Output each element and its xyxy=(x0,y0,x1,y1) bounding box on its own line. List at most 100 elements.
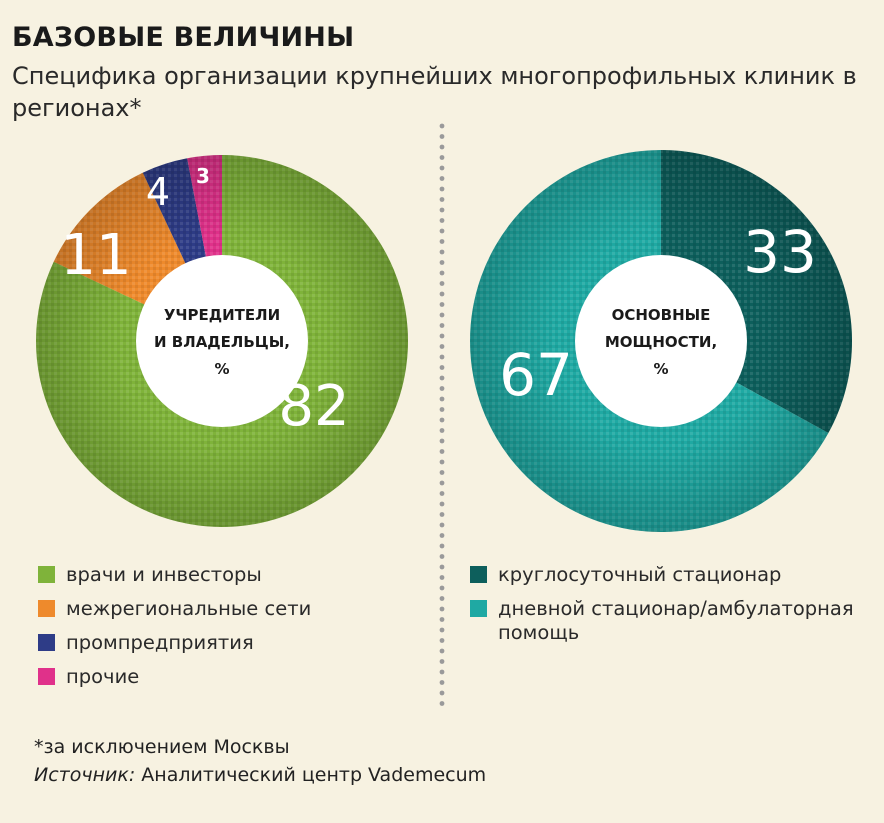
divider-dot xyxy=(439,407,445,412)
chart-title: БАЗОВЫЕ ВЕЛИЧИНЫ xyxy=(12,22,355,53)
divider-dot xyxy=(439,302,445,307)
center-label-capacity-2: МОЩНОСТИ, xyxy=(605,333,717,351)
legend-label: межрегиональные сети xyxy=(66,597,312,620)
divider-dot xyxy=(439,585,445,591)
divider-dot xyxy=(439,186,445,192)
legend-founders: врачи и инвесторы межрегиональные сети про… xyxy=(38,563,311,699)
donut-hole-founders xyxy=(136,255,308,427)
center-label-founders-3: % xyxy=(214,360,229,378)
value-label-founders-3: 4 xyxy=(146,170,170,214)
donut-hole-capacity xyxy=(575,255,747,427)
legend-swatch xyxy=(470,600,487,617)
legend-swatch xyxy=(38,634,55,651)
legend-swatch xyxy=(38,668,55,685)
source-label: Источник: xyxy=(34,764,136,786)
divider-dot xyxy=(439,249,445,255)
divider-dot xyxy=(439,417,445,423)
value-label-founders-2: 11 xyxy=(60,223,131,288)
divider-dot xyxy=(439,543,445,549)
divider-dot xyxy=(439,449,445,454)
legend-label: врачи и инвесторы xyxy=(66,563,262,586)
divider-dot xyxy=(439,344,445,349)
divider-dot xyxy=(439,239,445,244)
divider-dot xyxy=(439,134,445,139)
divider-dot xyxy=(439,554,445,559)
divider-dot xyxy=(439,575,445,580)
divider-dot xyxy=(439,617,445,622)
divider-dot xyxy=(439,144,445,150)
legend-item: промпредприятия xyxy=(38,631,311,655)
divider-dot xyxy=(439,480,445,486)
divider-dot xyxy=(439,680,445,685)
chart-subtitle: Специфика организации крупнейших многопр… xyxy=(12,62,857,122)
divider-dot xyxy=(439,207,445,213)
divider-dot xyxy=(439,596,445,601)
footnote: *за исключением Москвы xyxy=(34,736,290,758)
divider-dot xyxy=(439,260,445,265)
legend-label: прочие xyxy=(66,665,140,688)
legend-item: врачи и инвесторы xyxy=(38,563,311,587)
divider-dot xyxy=(439,522,445,528)
center-label-founders-1: УЧРЕДИТЕЛИ xyxy=(164,306,280,324)
divider-dot xyxy=(439,333,445,339)
divider-dot xyxy=(439,533,445,538)
divider-dot xyxy=(439,197,445,202)
divider-dot xyxy=(439,396,445,402)
divider-dot xyxy=(439,638,445,643)
center-label-capacity-1: ОСНОВНЫЕ xyxy=(612,306,711,324)
legend-item: межрегиональные сети xyxy=(38,597,311,621)
center-label-founders-2: И ВЛАДЕЛЬЦЫ, xyxy=(154,333,290,351)
divider-dot xyxy=(439,155,445,160)
divider-dot xyxy=(439,459,445,465)
legend-label: круглосуточный стационар xyxy=(498,563,782,586)
divider-dots xyxy=(439,123,445,706)
legend-item: дневной стационар/амбулаторная помощь xyxy=(470,597,878,645)
value-label-founders-1: 82 xyxy=(278,374,349,439)
legend-swatch xyxy=(470,566,487,583)
divider-dot xyxy=(439,375,445,381)
donut-founders: УЧРЕДИТЕЛИ И ВЛАДЕЛЬЦЫ,% 82 11 4 3 xyxy=(35,155,408,527)
divider-dot xyxy=(439,428,445,433)
center-label-capacity-3: % xyxy=(653,360,668,378)
divider-dot xyxy=(439,606,445,612)
divider-dot xyxy=(439,501,445,507)
divider-dot xyxy=(439,659,445,664)
divider-dot xyxy=(439,291,445,297)
legend-swatch xyxy=(38,566,55,583)
divider-dot xyxy=(439,176,445,181)
value-label-capacity-1: 33 xyxy=(743,218,817,286)
legend-label: дневной стационар/амбулаторная помощь xyxy=(498,597,854,644)
source-line: Источник: Аналитический центр Vademecum xyxy=(34,761,486,789)
source-text: Аналитический центр Vademecum xyxy=(141,764,487,786)
divider-dot xyxy=(439,690,445,696)
divider-dot xyxy=(439,228,445,234)
divider-dot xyxy=(439,438,445,444)
legend-item: прочие xyxy=(38,665,311,689)
divider-dot xyxy=(439,270,445,276)
legend-swatch xyxy=(38,600,55,617)
donut-capacity: ОСНОВНЫЕ МОЩНОСТИ,% 33 67 xyxy=(470,150,853,533)
divider-dot xyxy=(439,386,445,391)
divider-dot xyxy=(439,281,445,286)
value-label-capacity-2: 67 xyxy=(499,341,573,409)
divider-dot xyxy=(439,312,445,318)
divider-dot xyxy=(439,648,445,654)
legend-capacity: круглосуточный стационар дневной стациона… xyxy=(470,563,878,655)
legend-item: круглосуточный стационар xyxy=(470,563,878,587)
divider-dot xyxy=(439,123,445,129)
divider-dot xyxy=(439,627,445,633)
divider-dot xyxy=(439,669,445,675)
divider-dot xyxy=(439,365,445,370)
divider-dot xyxy=(439,354,445,360)
divider-dot xyxy=(439,701,445,706)
divider-dot xyxy=(439,323,445,328)
divider-dot xyxy=(439,165,445,171)
divider-dot xyxy=(439,491,445,496)
divider-dot xyxy=(439,564,445,570)
legend-label: промпредприятия xyxy=(66,631,254,654)
value-label-founders-4: 3 xyxy=(196,164,210,188)
divider-dot xyxy=(439,512,445,517)
divider-dot xyxy=(439,470,445,475)
divider-dot xyxy=(439,218,445,223)
